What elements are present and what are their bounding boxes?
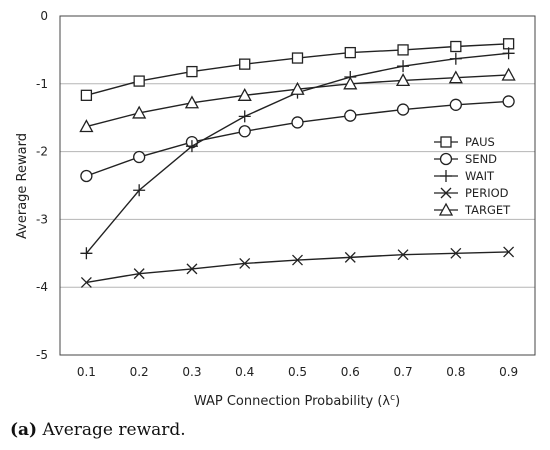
legend-item-wait: WAIT bbox=[434, 169, 495, 183]
x-tick-label: 0.4 bbox=[235, 365, 254, 379]
data-point-paus bbox=[397, 44, 409, 56]
data-point-paus bbox=[186, 65, 198, 78]
data-point-target bbox=[132, 105, 147, 119]
data-point-target bbox=[79, 119, 94, 133]
data-point-target bbox=[501, 67, 516, 81]
data-point-wait bbox=[238, 110, 251, 123]
data-point-paus bbox=[239, 58, 251, 70]
y-tick-label: -1 bbox=[36, 77, 48, 91]
data-point-paus bbox=[133, 75, 145, 87]
data-point-wait bbox=[80, 247, 93, 260]
data-point-period bbox=[450, 247, 462, 259]
series-layer bbox=[79, 38, 516, 288]
legend-item-target: TARGET bbox=[434, 202, 511, 217]
legend-marker-paus bbox=[440, 136, 452, 148]
legend-label-period: PERIOD bbox=[465, 186, 509, 200]
y-tick-label: -4 bbox=[36, 280, 48, 294]
data-point-wait bbox=[133, 184, 146, 197]
x-tick-label: 0.5 bbox=[288, 365, 307, 379]
y-tick-label: -3 bbox=[36, 212, 48, 226]
y-tick-label: -2 bbox=[36, 145, 48, 159]
x-axis-ticks: 0.1 0.2 0.3 0.4 0.5 0.6 0.7 0.8 0.9 bbox=[77, 365, 518, 379]
figure-caption: (a) Average reward. bbox=[10, 420, 186, 440]
plot-area bbox=[59, 15, 536, 356]
series-wait bbox=[80, 47, 515, 260]
x-axis-title-main: WAP Connection Probability (λ bbox=[194, 394, 391, 409]
y-tick-label: -5 bbox=[36, 348, 48, 362]
data-point-wait bbox=[397, 60, 410, 73]
y-axis-title: Average Reward bbox=[15, 133, 30, 239]
legend-item-send: SEND bbox=[434, 152, 497, 166]
legend: PAUS SEND WAIT PERIOD TARGET bbox=[434, 135, 511, 217]
legend-label-paus: PAUS bbox=[465, 135, 495, 149]
data-point-send bbox=[133, 150, 146, 164]
data-point-period bbox=[344, 251, 356, 263]
legend-marker-send bbox=[439, 152, 453, 166]
data-point-target bbox=[343, 76, 358, 90]
legend-label-send: SEND bbox=[465, 152, 497, 166]
data-point-wait bbox=[449, 52, 462, 65]
data-point-paus bbox=[291, 52, 304, 64]
x-tick-label: 0.7 bbox=[394, 365, 413, 379]
data-point-send bbox=[238, 125, 251, 138]
series-send bbox=[80, 95, 515, 183]
data-point-send bbox=[80, 169, 93, 183]
data-point-send bbox=[344, 109, 357, 122]
x-tick-label: 0.9 bbox=[499, 365, 518, 379]
x-axis-title-close: ) bbox=[395, 394, 400, 409]
x-tick-label: 0.8 bbox=[446, 365, 465, 379]
data-point-send bbox=[502, 95, 515, 108]
y-axis-ticks: 0 -1 -2 -3 -4 -5 bbox=[36, 9, 48, 362]
y-tick-label: 0 bbox=[40, 9, 48, 23]
data-point-target bbox=[290, 81, 305, 95]
legend-marker-target bbox=[438, 202, 454, 216]
data-point-paus bbox=[450, 40, 462, 53]
data-point-send bbox=[396, 103, 410, 116]
data-point-period bbox=[80, 276, 92, 288]
data-point-target bbox=[395, 73, 411, 87]
legend-label-wait: WAIT bbox=[465, 169, 495, 183]
data-point-wait bbox=[185, 140, 198, 153]
data-point-send bbox=[449, 98, 462, 111]
x-tick-label: 0.1 bbox=[77, 365, 96, 379]
x-tick-label: 0.6 bbox=[341, 365, 360, 379]
legend-label-target: TARGET bbox=[464, 203, 511, 217]
data-point-paus bbox=[344, 46, 356, 59]
data-point-period bbox=[239, 258, 251, 269]
x-axis-title: WAP Connection Probability (λc) bbox=[194, 393, 400, 409]
legend-item-period: PERIOD bbox=[434, 186, 509, 200]
series-target bbox=[79, 67, 516, 133]
series-line-period bbox=[86, 251, 509, 284]
data-point-target bbox=[237, 87, 252, 101]
caption-text: Average reward. bbox=[42, 420, 186, 440]
data-point-period bbox=[186, 263, 198, 275]
legend-marker-period bbox=[440, 187, 452, 199]
data-point-period bbox=[503, 246, 515, 258]
data-point-period bbox=[133, 268, 145, 280]
data-point-target bbox=[448, 70, 463, 84]
x-tick-label: 0.2 bbox=[130, 365, 149, 379]
legend-item-paus: PAUS bbox=[434, 135, 495, 149]
data-point-period bbox=[397, 249, 409, 261]
series-period bbox=[80, 246, 515, 288]
data-point-period bbox=[292, 254, 303, 266]
legend-marker-wait bbox=[440, 170, 452, 182]
caption-label: (a) bbox=[10, 420, 38, 440]
x-axis-title-superscript: c bbox=[390, 393, 395, 403]
data-point-send bbox=[291, 116, 304, 129]
average-reward-chart: 0-1-2-3-4-5 0.1 0.2 0.3 0.4 0.5 0.6 0.7 0.8 0.9 … bbox=[15, 9, 536, 409]
data-point-target bbox=[184, 95, 200, 109]
data-point-wait bbox=[502, 47, 515, 60]
series-paus bbox=[80, 38, 515, 101]
data-point-paus bbox=[80, 89, 93, 101]
x-tick-label: 0.3 bbox=[182, 365, 201, 379]
